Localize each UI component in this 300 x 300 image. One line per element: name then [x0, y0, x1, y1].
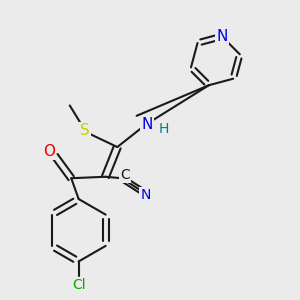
Text: N: N — [140, 188, 151, 202]
Text: N: N — [216, 29, 228, 44]
Text: Cl: Cl — [72, 278, 86, 292]
Text: H: H — [159, 122, 169, 136]
Text: S: S — [80, 123, 89, 138]
Text: N: N — [141, 117, 153, 132]
Text: O: O — [43, 144, 55, 159]
Text: C: C — [121, 168, 130, 182]
